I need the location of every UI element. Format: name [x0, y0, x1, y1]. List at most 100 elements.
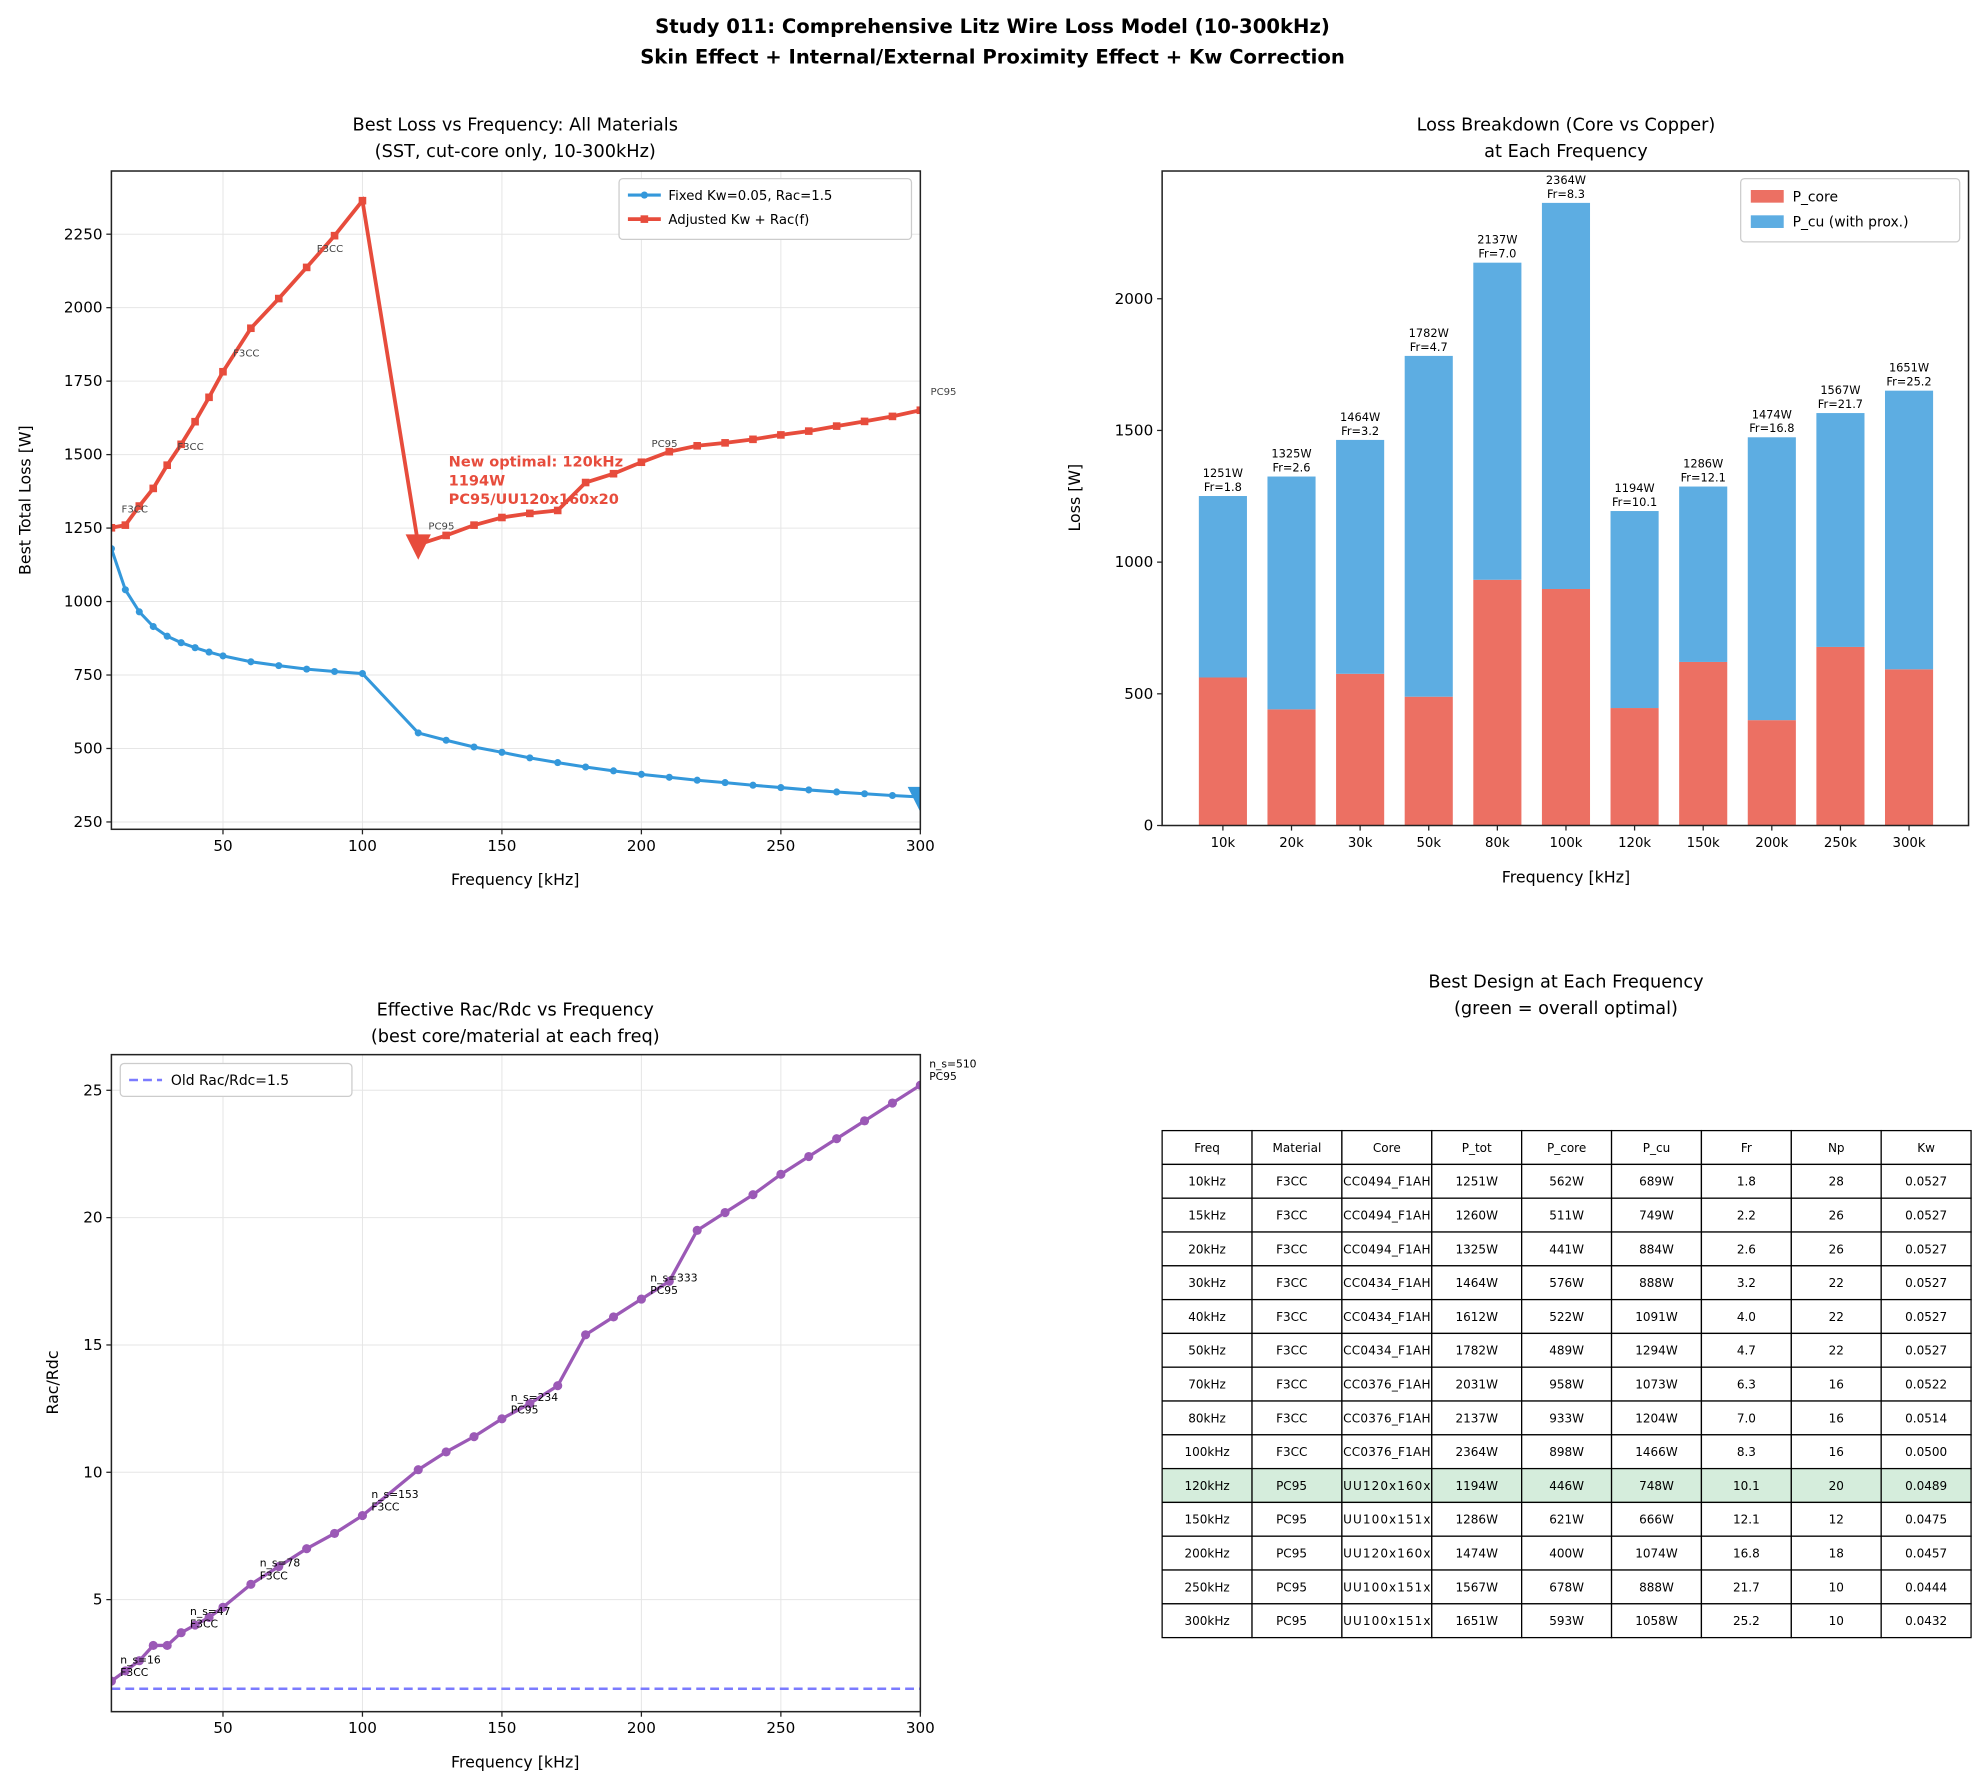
x-tick-label: 50k: [1416, 836, 1441, 851]
table-cell: [1161, 1265, 1253, 1301]
data-point: [804, 1151, 814, 1162]
cell-p_cu: 748W: [1639, 1479, 1674, 1493]
cell-p_tot: 1474W: [1455, 1547, 1498, 1561]
data-point: [205, 648, 213, 656]
data-point: [749, 435, 757, 444]
table-cell: [1341, 1332, 1433, 1368]
bar-copper: [1816, 413, 1865, 647]
point-label: PC95: [511, 1404, 539, 1417]
data-point: [163, 632, 171, 640]
table-cell: [1880, 1569, 1972, 1605]
data-point: [190, 1620, 200, 1630]
bar-label-total: 1286W: [1683, 457, 1723, 471]
x-tick-label: 120k: [1618, 836, 1651, 851]
cell-kw: 0.0514: [1905, 1411, 1947, 1425]
cell-kw: 0.0500: [1905, 1445, 1947, 1459]
table-cell: [1880, 1298, 1972, 1335]
cell-freq: 150kHz: [1184, 1513, 1229, 1527]
table-cell: [1161, 1603, 1253, 1639]
table-cell: [1880, 1535, 1972, 1571]
y-tick-label: 750: [74, 666, 103, 684]
data-point: [526, 754, 534, 762]
cell-kw: 0.0527: [1905, 1310, 1947, 1324]
x-tick-label: 20k: [1279, 836, 1304, 851]
cell-core: UU100x151x: [1343, 1614, 1430, 1628]
x-tick-label: 100: [348, 837, 377, 855]
table-cell: [1790, 1434, 1882, 1470]
cell-kw: 0.0527: [1905, 1175, 1947, 1189]
cell-p_tot: 1260W: [1455, 1209, 1498, 1223]
table-row: 200kHz PC95 UU120x160x 1474W 400W 1074W 16.8 18…: [1161, 1535, 1972, 1571]
y-tick-label: 15: [83, 1336, 102, 1354]
cell-p_tot: 2364W: [1455, 1445, 1498, 1459]
table-cell: [1251, 1569, 1343, 1605]
bar-label-total: 1651W: [1889, 361, 1929, 375]
cell-np: 12: [1829, 1513, 1844, 1527]
table-row: 50kHz F3CC CC0434_F1AH 1782W 489W 1294W 4.7 22 0…: [1161, 1332, 1972, 1368]
table-cell: [1431, 1400, 1523, 1436]
table-cell: [1161, 1400, 1253, 1436]
table-cell: [1880, 1129, 1972, 1166]
data-point: [665, 773, 673, 781]
y-tick-label: 5: [93, 1591, 103, 1609]
plot-lines: [111, 196, 921, 813]
table-row: 100kHz F3CC CC0376_F1AH 2364W 898W 1466W 8.3 16…: [1161, 1434, 1972, 1470]
cell-np: 18: [1829, 1547, 1844, 1561]
cell-freq: 80kHz: [1188, 1411, 1226, 1425]
cell-p_core: 489W: [1549, 1344, 1584, 1358]
data-point: [859, 1116, 870, 1126]
data-point: [609, 469, 618, 478]
cell-freq: 10kHz: [1188, 1175, 1226, 1189]
y-tick-label: 25: [83, 1081, 102, 1099]
cell-np: 16: [1829, 1445, 1844, 1459]
data-point: [581, 478, 590, 487]
table-title-line-2: (green = overall optimal): [1454, 999, 1678, 1019]
table-cell: [1880, 1603, 1972, 1639]
cell-freq: 200kHz: [1184, 1547, 1229, 1561]
bar-label-total: 1474W: [1752, 407, 1792, 421]
table-header-row: Freq Material Core P_tot P_core P_cu Fr Np Kw: [1161, 1129, 1972, 1166]
table-cell: [1251, 1298, 1343, 1335]
table-cell: [1790, 1535, 1882, 1571]
data-point: [302, 1544, 312, 1554]
data-point: [120, 1666, 130, 1676]
table-cell: [1610, 1129, 1703, 1166]
data-point: [777, 431, 785, 439]
cell-fr: 3.2: [1737, 1276, 1756, 1290]
cell-p_cu: 1073W: [1635, 1378, 1678, 1392]
bar-copper: [1541, 202, 1591, 589]
cell-p_core: 562W: [1549, 1175, 1584, 1189]
cell-p_tot: 1286W: [1455, 1513, 1498, 1527]
rac-rdc-chart: Effective Rac/Rdc vs Frequency (best cor…: [43, 1000, 976, 1771]
cell-p_cu: 888W: [1639, 1276, 1674, 1290]
data-point: [218, 1602, 228, 1612]
data-point: [111, 545, 115, 553]
x-tick-label: 200: [627, 1719, 656, 1737]
chart-title-line-2: (SST, cut-core only, 10-300kHz): [375, 142, 656, 162]
table-cell: [1341, 1535, 1433, 1571]
legend-label: P_cu (with prox.): [1793, 215, 1909, 231]
cell-np: 26: [1829, 1209, 1844, 1223]
table-cell: [1790, 1129, 1882, 1166]
table-cell: [1610, 1197, 1703, 1233]
legend: Old Rac/Rdc=1.5: [119, 1062, 353, 1098]
cell-core: CC0494_F1AH: [1343, 1209, 1430, 1223]
data-point: [246, 1579, 256, 1589]
table-cell: [1341, 1197, 1433, 1233]
point-label: PC95: [652, 439, 678, 450]
table-cell: [1341, 1501, 1433, 1537]
cell-freq: 100kHz: [1184, 1445, 1229, 1459]
data-point: [861, 790, 869, 798]
data-point: [148, 1640, 158, 1651]
cell-fr: 4.0: [1737, 1310, 1756, 1324]
table-cell: [1521, 1603, 1613, 1639]
bar-core: [1816, 646, 1865, 826]
optimum-marker: [907, 786, 921, 813]
x-tick-label: 50: [213, 1719, 232, 1737]
suptitle-line-2: Skin Effect + Internal/External Proximit…: [640, 45, 1345, 68]
y-axis-label: Loss [W]: [1065, 464, 1084, 532]
legend-label: Old Rac/Rdc=1.5: [171, 1073, 289, 1089]
bar-core: [1267, 709, 1316, 826]
plot-lines: [111, 1080, 921, 1691]
series-adjusted: [111, 196, 921, 560]
